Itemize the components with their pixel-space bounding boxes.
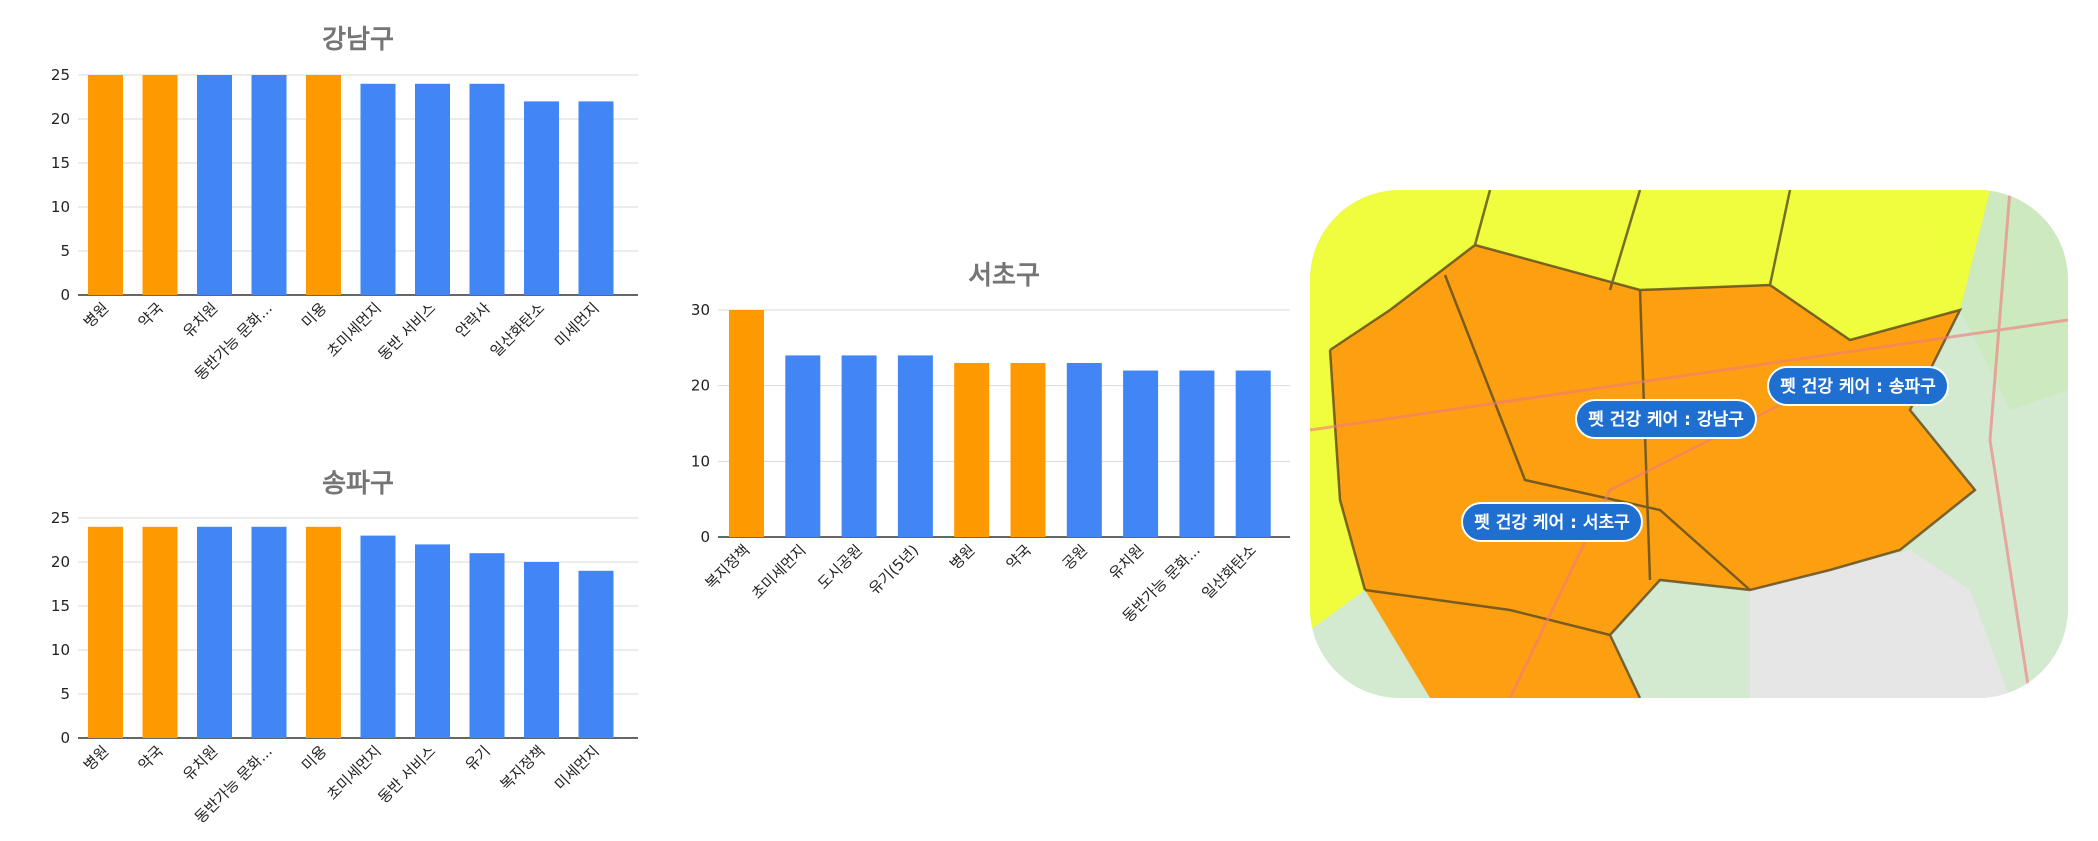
y-tick-label: 0 [60, 286, 70, 304]
y-tick-label: 10 [51, 198, 70, 216]
y-tick-label: 25 [51, 509, 70, 527]
bar [360, 83, 396, 295]
y-tick-label: 5 [60, 685, 70, 703]
bar [306, 75, 341, 295]
x-tick-label: 공원 [1059, 541, 1091, 573]
bar [1010, 362, 1046, 537]
y-tick-label: 5 [60, 242, 70, 260]
chart-title: 송파구 [322, 469, 394, 499]
label-seocho-text: 펫 건강 케어 : 서초구 [1474, 513, 1630, 533]
label-songpa: 펫 건강 케어 : 송파구 [1767, 366, 1949, 406]
y-tick-label: 10 [51, 641, 70, 659]
y-tick-label: 20 [51, 110, 70, 128]
y-tick-label: 0 [60, 729, 70, 747]
x-tick-label: 미세먼지 [551, 299, 603, 351]
bar [360, 535, 396, 738]
y-tick-label: 20 [691, 377, 710, 395]
bar [897, 355, 933, 537]
x-tick-label: 약국 [135, 742, 167, 774]
bar [306, 526, 341, 738]
bar [578, 101, 614, 296]
seocho-south [1365, 590, 1640, 698]
surround-districts-west [1310, 350, 1365, 630]
x-tick-label: 도시공원 [814, 541, 866, 593]
bar [785, 355, 821, 537]
y-tick-label: 0 [700, 528, 710, 546]
bar [142, 526, 178, 738]
chart-title: 서초구 [968, 261, 1040, 291]
y-tick-label: 15 [51, 154, 70, 172]
bar [197, 526, 232, 738]
bar [469, 83, 505, 295]
label-songpa-text: 펫 건강 케어 : 송파구 [1780, 377, 1936, 397]
x-tick-label: 유치원 [179, 742, 221, 784]
x-tick-label: 일산화탄소 [487, 299, 549, 361]
x-tick-label: 일산화탄소 [1198, 541, 1260, 603]
label-seocho: 펫 건강 케어 : 서초구 [1461, 502, 1643, 542]
y-tick-label: 30 [691, 301, 710, 319]
x-tick-label: 유기 [462, 742, 494, 774]
bar [954, 362, 990, 537]
district-map: 펫 건강 케어 : 강남구 펫 건강 케어 : 송파구 펫 건강 케어 : 서초… [1310, 190, 2068, 698]
y-tick-label: 15 [51, 597, 70, 615]
x-tick-label: 병원 [80, 299, 112, 331]
y-tick-label: 25 [51, 66, 70, 84]
bar [524, 101, 559, 296]
label-gangnam-text: 펫 건강 케어 : 강남구 [1588, 410, 1744, 430]
y-tick-label: 10 [691, 452, 710, 470]
bar [251, 75, 287, 295]
bar [1123, 370, 1159, 537]
bar [88, 75, 123, 295]
label-gangnam: 펫 건강 케어 : 강남구 [1575, 399, 1757, 439]
x-tick-label: 동반 서비스 [374, 299, 439, 364]
district-borders [1328, 190, 1977, 698]
x-tick-label: 약국 [135, 299, 167, 331]
x-tick-label: 복지정책 [702, 541, 754, 593]
bar [469, 553, 505, 738]
x-tick-label: 미용 [298, 299, 330, 331]
x-tick-label: 안락사 [452, 299, 494, 341]
x-tick-label: 병원 [946, 541, 978, 573]
x-tick-label: 복지정책 [497, 742, 549, 794]
x-tick-label: 병원 [80, 742, 112, 774]
bar [415, 83, 450, 295]
x-tick-label: 초미세먼지 [748, 541, 810, 603]
x-tick-label: 미세먼지 [551, 742, 603, 794]
x-tick-label: 동반 서비스 [374, 742, 439, 807]
bar [841, 355, 877, 537]
bar [1179, 370, 1215, 537]
bar [578, 570, 614, 738]
map-canvas: 펫 건강 케어 : 강남구 펫 건강 케어 : 송파구 펫 건강 케어 : 서초… [1310, 190, 2068, 698]
x-tick-label: 미용 [298, 742, 330, 774]
bar [1235, 370, 1271, 537]
y-tick-label: 20 [51, 553, 70, 571]
x-tick-label: 유기(5년) [865, 541, 922, 598]
bar [729, 310, 764, 537]
x-tick-label: 유치원 [1105, 541, 1147, 583]
bar [142, 75, 178, 295]
bar [1066, 362, 1102, 537]
bar [524, 562, 559, 738]
bar [197, 75, 232, 295]
bar [251, 526, 287, 738]
urban-area [1750, 550, 2010, 698]
bar [88, 526, 123, 738]
chart-title: 강남구 [322, 25, 394, 55]
x-tick-label: 유치원 [179, 299, 221, 341]
x-tick-label: 약국 [1003, 541, 1035, 573]
bar [415, 544, 450, 738]
